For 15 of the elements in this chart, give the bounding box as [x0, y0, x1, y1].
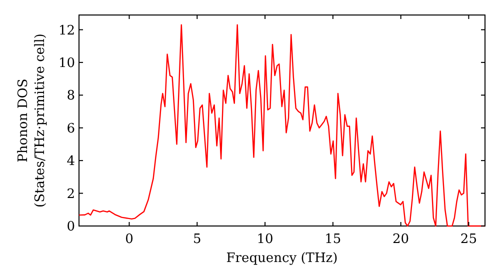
x-tick-label: 0	[125, 232, 134, 247]
x-axis-title: Frequency (THz)	[226, 251, 338, 266]
y-tick-label: 12	[58, 23, 75, 38]
y-tick-label: 2	[66, 186, 75, 202]
y-tick-label: 10	[58, 56, 75, 71]
x-tick-label: 5	[192, 232, 202, 247]
y-tick-label: 4	[66, 154, 75, 170]
y-tick-label: 8	[66, 88, 75, 104]
x-tick-label: 25	[460, 232, 477, 247]
y-axis-title: Phonon DOS (States/THz·primitive cell)	[16, 33, 48, 208]
x-tick-label: 10	[256, 232, 274, 247]
x-tick-label: 20	[392, 232, 410, 247]
x-tick-label: 15	[324, 232, 342, 247]
y-tick-label: 0	[66, 220, 75, 235]
y-tick-label: 6	[66, 121, 75, 136]
